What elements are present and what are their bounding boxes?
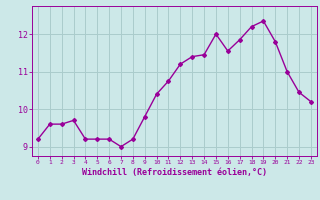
X-axis label: Windchill (Refroidissement éolien,°C): Windchill (Refroidissement éolien,°C) [82, 168, 267, 177]
